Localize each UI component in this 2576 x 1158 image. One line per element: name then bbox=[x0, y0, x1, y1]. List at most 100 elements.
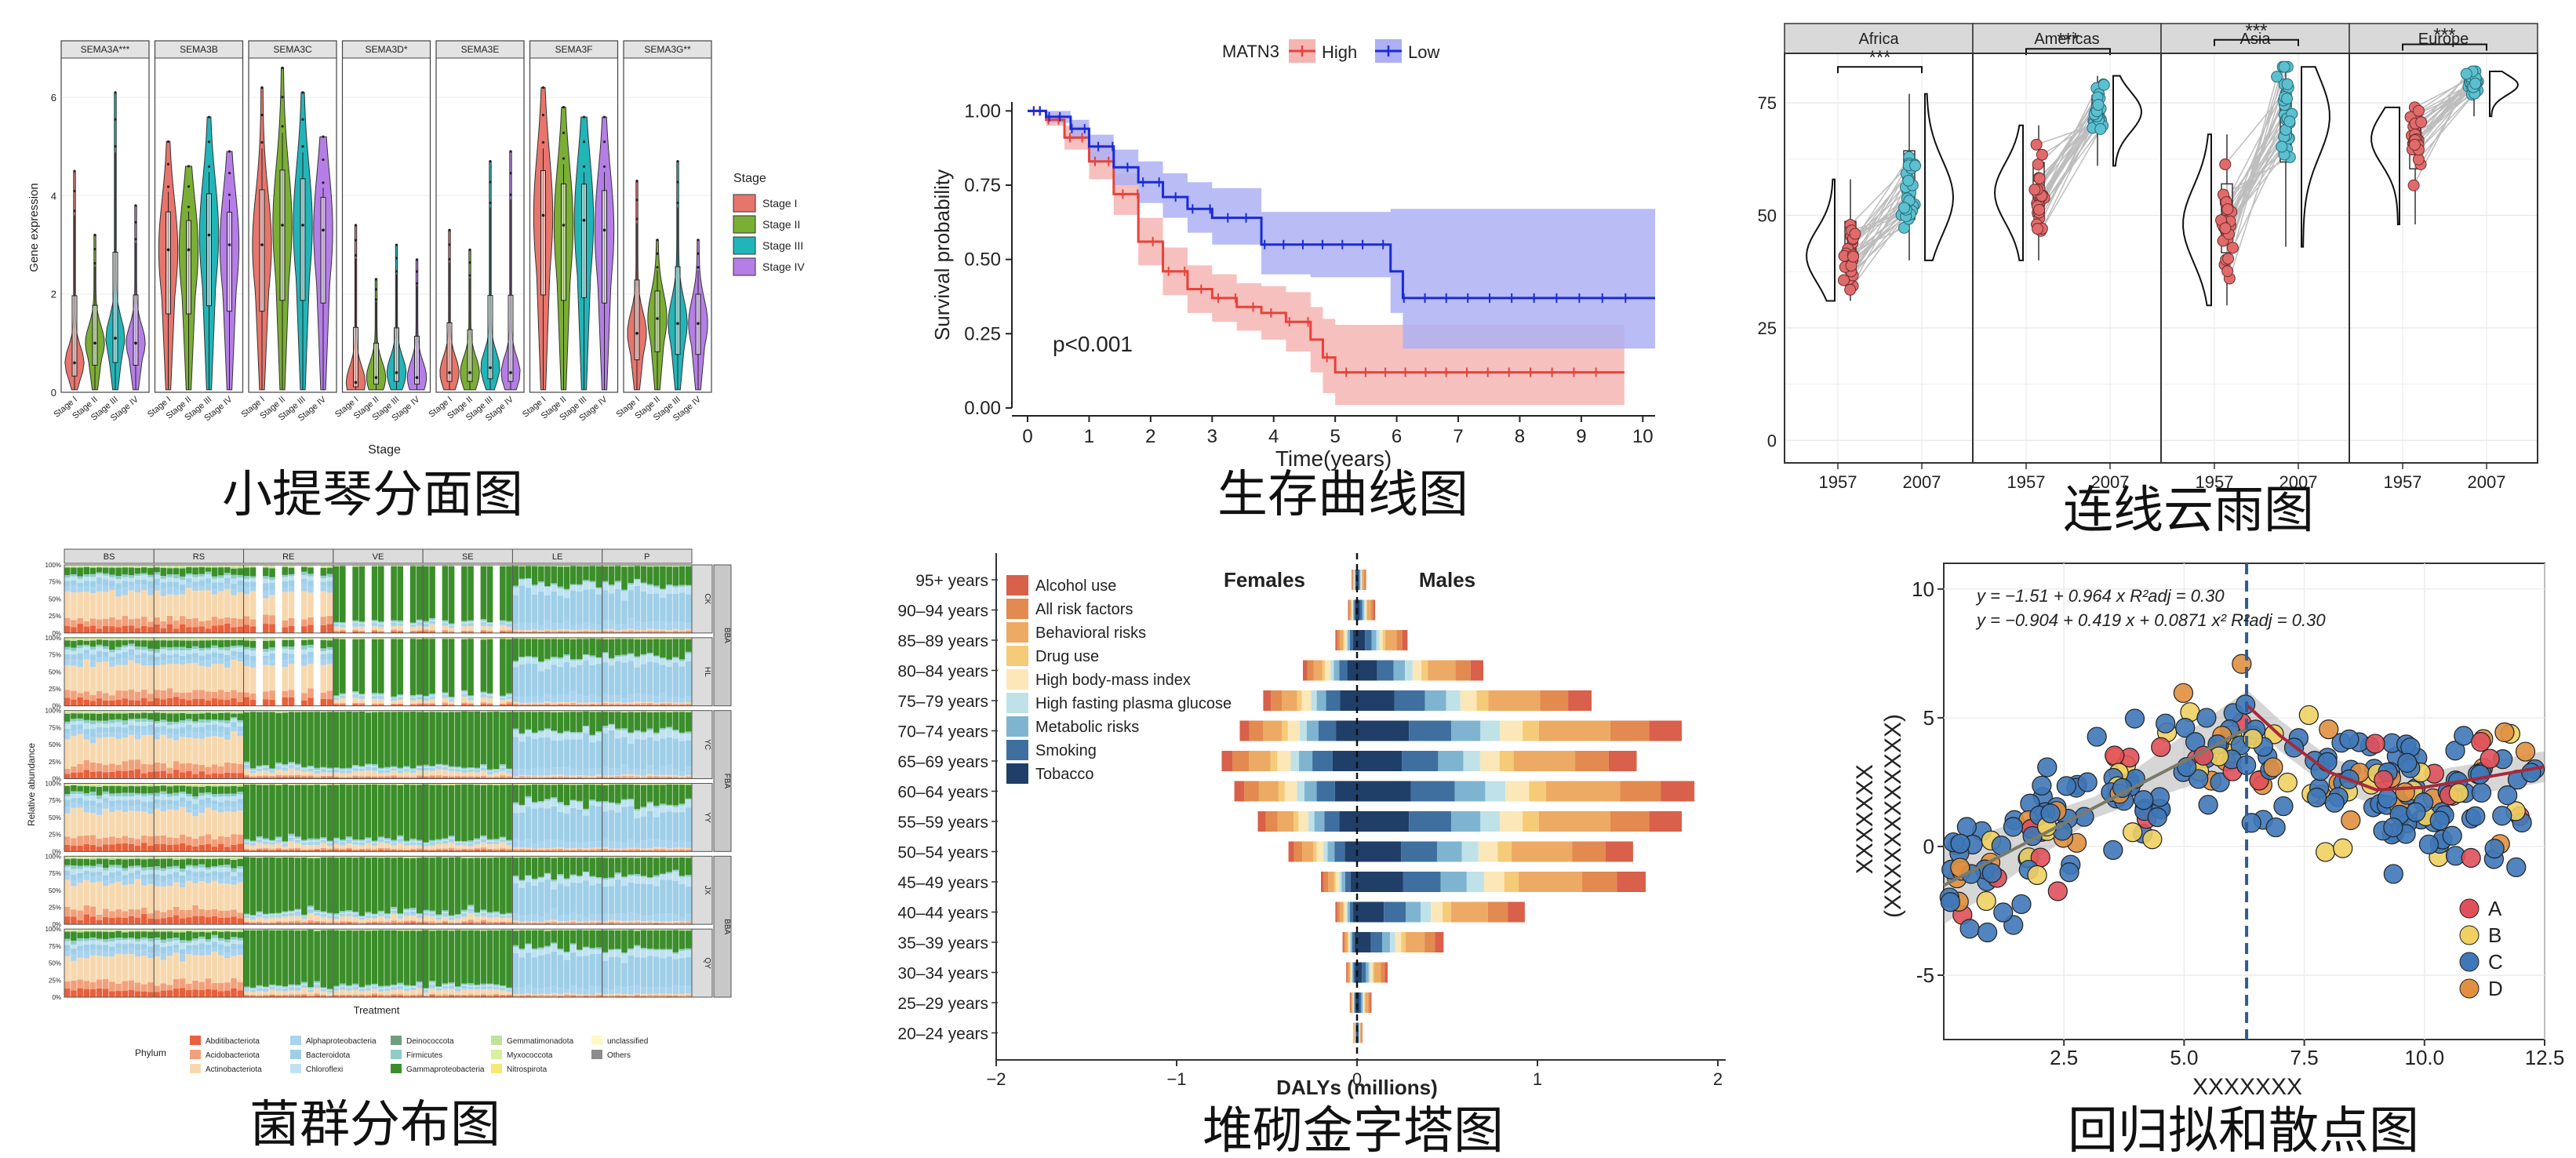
microbiome-bar-segment bbox=[166, 688, 173, 698]
microbiome-bar-segment bbox=[384, 843, 391, 849]
microbiome-bar-segment bbox=[179, 785, 186, 792]
microbiome-bar-segment bbox=[231, 844, 237, 852]
microbiome-bar-segment bbox=[346, 849, 352, 852]
microbiome-bar-segment bbox=[666, 629, 672, 632]
survival-x-axis-label: Time(years) bbox=[1275, 446, 1392, 471]
microbiome-bar-segment bbox=[109, 711, 115, 712]
microbiome-bar-segment bbox=[595, 630, 602, 632]
microbiome-bar-segment bbox=[403, 842, 410, 843]
microbiome-bar-segment bbox=[429, 841, 435, 843]
microbiome-y-tick-label: 75% bbox=[49, 579, 61, 586]
microbiome-bar-segment bbox=[531, 777, 538, 778]
microbiome-bar-segment bbox=[563, 565, 570, 566]
microbiome-bar-segment bbox=[608, 620, 615, 629]
microbiome-bar-segment bbox=[166, 844, 173, 852]
microbiome-bar-segment bbox=[525, 630, 532, 632]
microbiome-bar-segment bbox=[89, 712, 96, 714]
microbiome-bar-segment bbox=[307, 767, 314, 769]
microbiome-bar-segment bbox=[166, 658, 173, 664]
microbiome-bar-segment bbox=[192, 803, 198, 810]
microbiome-bar-segment bbox=[423, 621, 429, 623]
microbiome-bar-segment bbox=[340, 849, 346, 850]
microbiome-bar-segment bbox=[602, 712, 609, 726]
microbiome-bar-segment bbox=[231, 784, 237, 785]
microbiome-bar-segment bbox=[134, 658, 141, 664]
microbiome-bar-segment bbox=[217, 785, 224, 787]
microbiome-bar-segment bbox=[685, 628, 692, 631]
microbiome-bar-segment bbox=[301, 850, 307, 852]
microbiome-bar-segment bbox=[64, 710, 71, 712]
survival-p-value: p<0.001 bbox=[1053, 332, 1133, 356]
microbiome-bar-segment bbox=[140, 566, 147, 568]
microbiome-bar-segment bbox=[506, 698, 512, 702]
microbiome-bar-segment bbox=[109, 785, 115, 786]
microbiome-bar-segment bbox=[211, 576, 218, 579]
microbiome-bar-segment bbox=[352, 712, 358, 766]
microbiome-bar-segment bbox=[109, 785, 115, 794]
microbiome-bar-segment bbox=[96, 867, 103, 872]
microbiome-bar-segment bbox=[198, 726, 205, 734]
microbiome-bar-segment bbox=[409, 630, 417, 632]
microbiome-bar-segment bbox=[115, 868, 122, 872]
microbiome-bar-segment bbox=[538, 777, 544, 778]
microbiome-bar-segment bbox=[409, 840, 417, 843]
microbiome-bar-segment bbox=[474, 841, 481, 843]
microbiome-bar-segment bbox=[263, 785, 269, 839]
microbiome-bar-segment bbox=[301, 619, 307, 627]
microbiome-bar-segment bbox=[423, 784, 429, 843]
microbiome-bar-segment bbox=[282, 637, 289, 639]
microbiome-bar-segment bbox=[217, 582, 224, 586]
microbiome-bar-segment bbox=[122, 784, 129, 785]
microbiome-bar-segment bbox=[211, 847, 218, 852]
microbiome-bar-segment bbox=[231, 793, 237, 797]
microbiome-bar-segment bbox=[525, 579, 532, 588]
microbiome-bar-segment bbox=[243, 840, 250, 843]
microbiome-bar-segment bbox=[147, 713, 154, 720]
microbiome-bar-segment bbox=[140, 690, 147, 698]
microbiome-bar-segment bbox=[468, 784, 474, 785]
microbiome-bar-segment bbox=[211, 796, 218, 801]
microbiome-bar-segment bbox=[77, 868, 83, 873]
violin-outlier bbox=[415, 258, 419, 261]
microbiome-bar-segment bbox=[340, 695, 346, 697]
microbiome-bar-segment bbox=[557, 774, 564, 777]
raincloud-facet-bg bbox=[2161, 53, 2349, 463]
microbiome-bar-segment bbox=[140, 650, 147, 654]
microbiome-bar-segment bbox=[602, 653, 609, 663]
microbiome-bar-segment bbox=[512, 783, 518, 785]
microbiome-bar-segment bbox=[166, 734, 173, 739]
violin-median-dot bbox=[562, 224, 566, 227]
microbiome-bar-segment bbox=[621, 698, 628, 703]
violin-facet-label: SEMA3F bbox=[555, 44, 592, 55]
microbiome-bar-segment bbox=[442, 785, 449, 839]
microbiome-bar-segment bbox=[154, 574, 160, 580]
microbiome-bar-segment bbox=[518, 578, 526, 580]
microbiome-bar-segment bbox=[640, 777, 647, 778]
microbiome-bar-segment bbox=[263, 649, 269, 653]
microbiome-bar-segment bbox=[577, 731, 583, 734]
microbiome-bar-segment bbox=[352, 844, 358, 850]
microbiome-bar-segment bbox=[166, 799, 173, 805]
microbiome-bar-segment bbox=[352, 694, 358, 697]
microbiome-bar-segment bbox=[249, 640, 257, 648]
raincloud-connector bbox=[2418, 82, 2476, 151]
microbiome-bar-segment bbox=[186, 763, 192, 771]
microbiome-bar-segment bbox=[512, 624, 518, 630]
microbiome-y-tick-label: 0% bbox=[52, 921, 61, 928]
microbiome-bar-segment bbox=[211, 664, 218, 692]
microbiome-bar-segment bbox=[307, 711, 314, 712]
microbiome-bar-segment bbox=[269, 773, 275, 776]
microbiome-bar-segment bbox=[660, 765, 666, 775]
microbiome-bar-segment bbox=[416, 622, 423, 625]
microbiome-bar-segment bbox=[333, 837, 340, 839]
microbiome-bar-segment bbox=[538, 841, 544, 848]
microbiome-bar-segment bbox=[115, 646, 122, 650]
microbiome-bar-segment bbox=[326, 581, 333, 587]
microbiome-bar-segment bbox=[154, 566, 160, 568]
microbiome-bar-segment bbox=[461, 690, 468, 692]
microbiome-bar-segment bbox=[602, 662, 609, 694]
microbiome-bar-segment bbox=[237, 736, 243, 764]
microbiome-bar-segment bbox=[569, 691, 577, 702]
microbiome-bar-segment bbox=[314, 777, 320, 779]
microbiome-bar-segment bbox=[640, 701, 647, 704]
